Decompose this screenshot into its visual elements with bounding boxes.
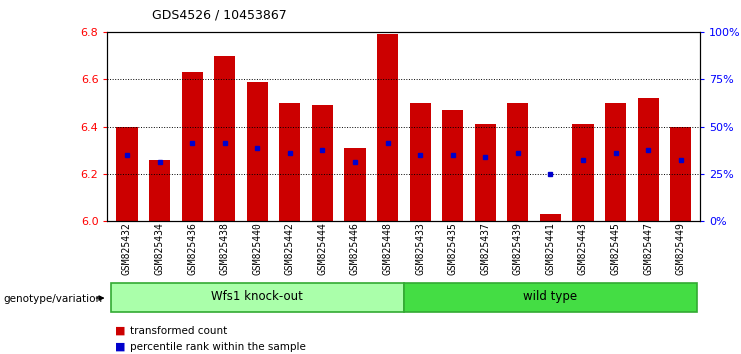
- Text: Wfs1 knock-out: Wfs1 knock-out: [211, 290, 303, 303]
- Text: percentile rank within the sample: percentile rank within the sample: [130, 342, 305, 352]
- Bar: [637, 98, 659, 221]
- Bar: [572, 124, 594, 221]
- Text: GSM825438: GSM825438: [219, 222, 230, 275]
- Text: GSM825434: GSM825434: [155, 222, 165, 275]
- Bar: [214, 56, 236, 221]
- Text: GSM825445: GSM825445: [611, 222, 620, 275]
- Text: GSM825439: GSM825439: [513, 222, 523, 275]
- Text: genotype/variation: genotype/variation: [4, 294, 103, 304]
- Bar: [247, 81, 268, 221]
- Bar: [279, 103, 300, 221]
- Bar: [345, 148, 365, 221]
- Text: GSM825446: GSM825446: [350, 222, 360, 275]
- Text: transformed count: transformed count: [130, 326, 227, 336]
- Text: GSM825435: GSM825435: [448, 222, 458, 275]
- Bar: [110, 283, 404, 312]
- Bar: [670, 126, 691, 221]
- Bar: [312, 105, 333, 221]
- Text: GSM825436: GSM825436: [187, 222, 197, 275]
- Bar: [377, 34, 398, 221]
- Text: ■: ■: [115, 326, 125, 336]
- Bar: [605, 103, 626, 221]
- Text: GSM825443: GSM825443: [578, 222, 588, 275]
- Text: ■: ■: [115, 342, 125, 352]
- Bar: [508, 103, 528, 221]
- Text: GSM825448: GSM825448: [382, 222, 393, 275]
- Bar: [410, 103, 431, 221]
- Text: GSM825432: GSM825432: [122, 222, 132, 275]
- Bar: [116, 126, 138, 221]
- Text: GSM825449: GSM825449: [676, 222, 685, 275]
- Bar: [149, 160, 170, 221]
- Text: GSM825441: GSM825441: [545, 222, 556, 275]
- Text: GDS4526 / 10453867: GDS4526 / 10453867: [152, 9, 287, 22]
- Bar: [540, 214, 561, 221]
- Bar: [404, 283, 697, 312]
- Text: GSM825442: GSM825442: [285, 222, 295, 275]
- Text: GSM825437: GSM825437: [480, 222, 491, 275]
- Bar: [475, 124, 496, 221]
- Text: wild type: wild type: [523, 290, 577, 303]
- Bar: [442, 110, 463, 221]
- Text: GSM825447: GSM825447: [643, 222, 653, 275]
- Bar: [182, 72, 203, 221]
- Text: GSM825440: GSM825440: [252, 222, 262, 275]
- Text: GSM825433: GSM825433: [415, 222, 425, 275]
- Text: GSM825444: GSM825444: [317, 222, 328, 275]
